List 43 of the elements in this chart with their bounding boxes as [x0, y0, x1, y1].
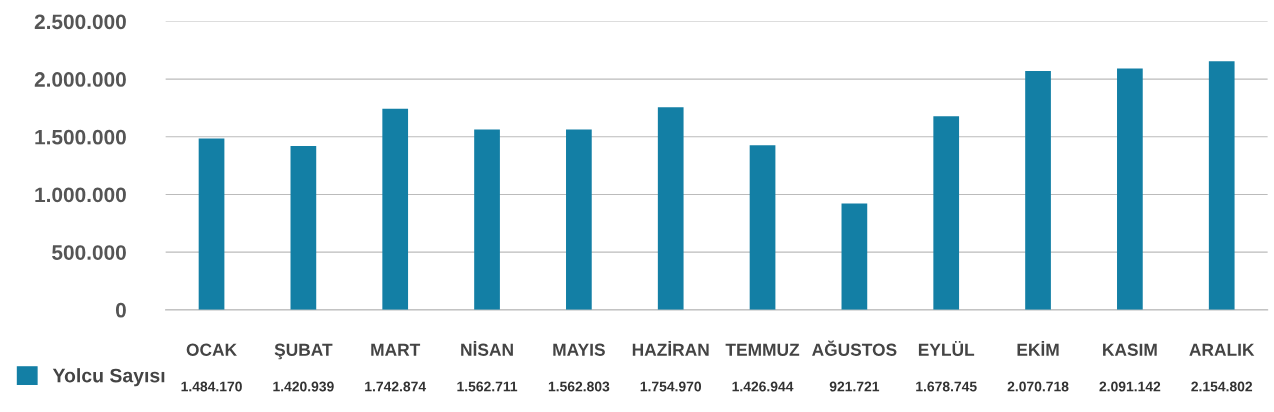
x-tick-label: EKİM [1017, 340, 1059, 356]
bar [382, 108, 409, 310]
bar [749, 145, 776, 310]
bar [566, 129, 592, 310]
x-tick-label: NİSAN [461, 340, 513, 356]
bar [657, 107, 684, 310]
data-label: 1.742.874 [365, 381, 427, 392]
x-tick-label: MART [371, 343, 421, 356]
x-tick-label: OCAK [186, 343, 237, 356]
y-tick-label: 0 [115, 302, 126, 318]
x-tick-label: MAYIS [553, 343, 605, 356]
y-tick-label: 1.000.000 [35, 187, 126, 203]
data-label: 1.562.711 [457, 381, 518, 392]
data-label: 1.426.944 [732, 381, 794, 392]
data-label: 1.484.170 [181, 381, 242, 392]
x-tick-label: ARALIK [1189, 343, 1255, 356]
y-tick-label: 1.500.000 [35, 129, 126, 145]
data-label: 2.091.142 [1099, 381, 1161, 392]
x-tick-label: HAZİRAN [632, 340, 709, 356]
y-tick-label: 2.500.000 [34, 14, 126, 30]
bar [1025, 70, 1051, 310]
data-label: 1.678.745 [916, 381, 977, 392]
bar [290, 145, 317, 310]
bar [933, 116, 960, 310]
bar [474, 129, 500, 310]
data-label: 1.562.803 [548, 381, 610, 392]
x-tick-label: AĞUSTOS [812, 340, 897, 356]
data-label: 2.070.718 [1007, 381, 1069, 392]
bar [841, 203, 868, 310]
data-label: 1.754.970 [640, 381, 702, 392]
bar [1208, 61, 1235, 310]
legend-label: Yolcu Sayısı [52, 368, 165, 387]
x-tick-label: ŞUBAT [274, 343, 333, 360]
x-tick-label: TEMMUZ [725, 343, 800, 356]
data-label: 1.420.939 [273, 381, 334, 392]
x-tick-label: KASIM [1103, 343, 1157, 356]
bar [198, 138, 225, 310]
bar [1117, 68, 1143, 310]
y-tick-label: 2.000.000 [34, 72, 126, 87]
data-label: 921.721 [829, 381, 880, 392]
x-tick-label: EYLÜL [918, 340, 975, 356]
y-tick-label: 500.000 [52, 245, 126, 260]
data-label: 2.154.802 [1191, 381, 1253, 392]
